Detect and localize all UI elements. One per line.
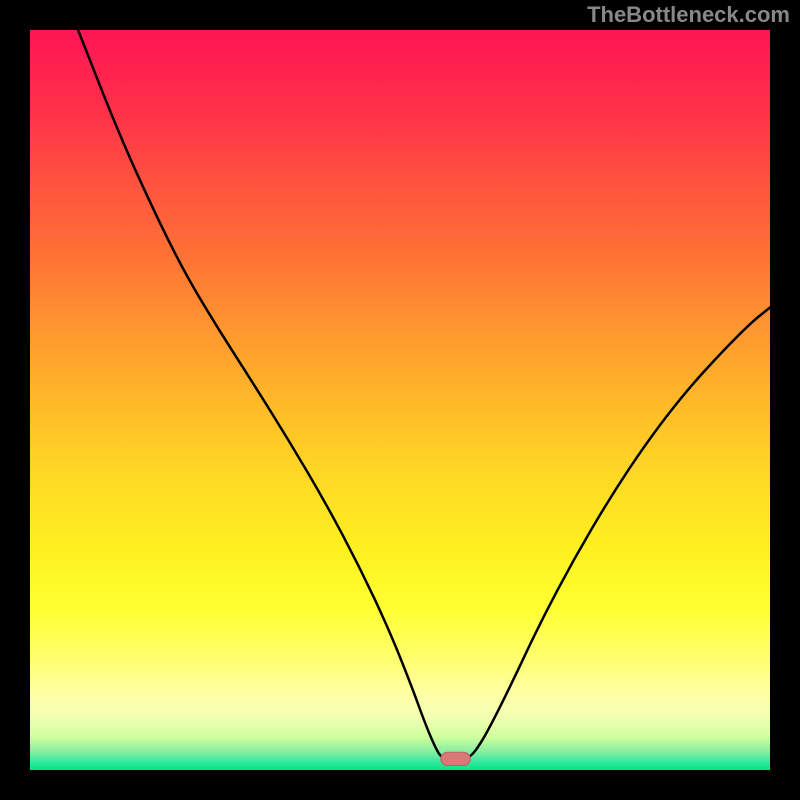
- chart-svg: [30, 30, 770, 770]
- optimal-marker: [441, 752, 471, 765]
- watermark-text: TheBottleneck.com: [587, 2, 790, 28]
- bottleneck-chart: [30, 30, 770, 770]
